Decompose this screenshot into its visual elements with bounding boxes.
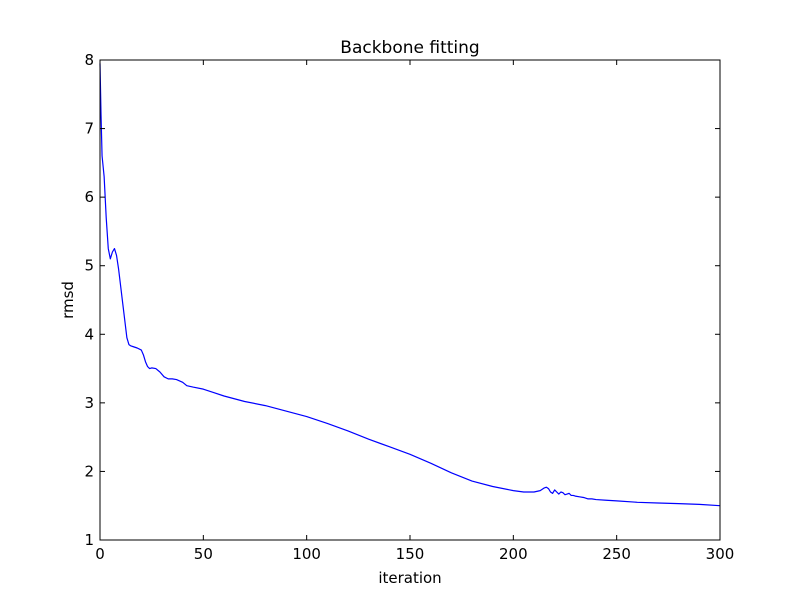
y-axis: 1 2 3 4 5 6 7 8: [84, 51, 720, 549]
x-tick-label-2: 100: [292, 545, 321, 563]
chart-title: Backbone fitting: [340, 38, 479, 58]
series-line: [99, 63, 721, 507]
plot-frame: [99, 59, 721, 541]
y-tick-label-6: 7: [84, 120, 94, 138]
y-tick-label-7: 8: [84, 51, 94, 69]
x-axis-label: iteration: [378, 569, 441, 587]
x-tick-label-3: 150: [396, 545, 425, 563]
y-tick-label-1: 2: [84, 462, 94, 480]
y-axis-label: rmsd: [59, 281, 77, 319]
y-tick-label-3: 4: [84, 325, 94, 343]
plot-area: [99, 59, 721, 541]
x-tick-label-6: 300: [706, 545, 735, 563]
y-tick-label-2: 3: [84, 394, 94, 412]
x-axis: 0 50 100 150 200 250 300: [95, 60, 734, 563]
x-tick-label-5: 250: [602, 545, 631, 563]
x-tick-label-4: 200: [499, 545, 528, 563]
x-tick-label-0: 0: [95, 545, 105, 563]
x-tick-label-1: 50: [194, 545, 213, 563]
y-tick-label-4: 5: [84, 257, 94, 275]
y-tick-label-0: 1: [84, 531, 94, 549]
y-tick-label-5: 6: [84, 188, 94, 206]
